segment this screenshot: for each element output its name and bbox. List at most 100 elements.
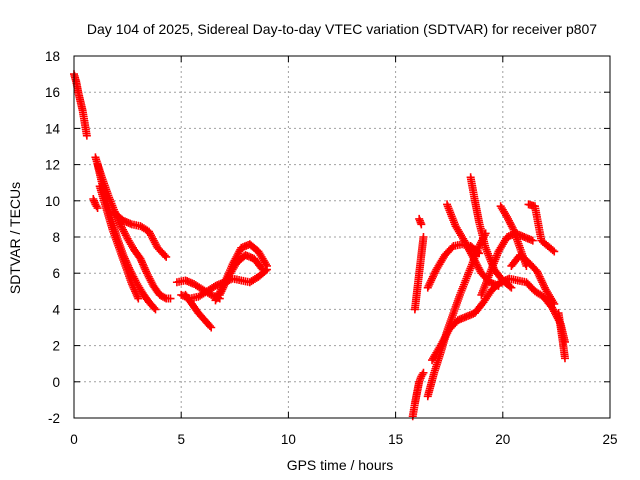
data-point-fill: [428, 274, 437, 283]
series-arc-6: [110, 209, 171, 261]
data-point-fill: [145, 274, 154, 283]
data-point-fill: [507, 222, 516, 231]
series-arc-1: [70, 70, 91, 140]
data-point-fill: [119, 227, 128, 236]
x-tick-label: 10: [281, 432, 296, 447]
data-point: [258, 265, 267, 274]
y-tick-label: 8: [52, 230, 60, 245]
data-point-fill: [222, 276, 231, 285]
data-point-fill: [131, 287, 140, 296]
series-arc-11: [215, 251, 267, 299]
data-point-fill: [221, 278, 230, 287]
data-point-fill: [118, 223, 127, 232]
data-point: [528, 236, 537, 245]
x-tick-label: 20: [495, 432, 510, 447]
data-point: [262, 261, 271, 270]
data-point-fill: [549, 298, 558, 307]
data-point: [215, 290, 224, 299]
data-point-fill: [220, 281, 229, 290]
data-point-fill: [425, 280, 434, 289]
data-points: [70, 70, 569, 421]
data-point-fill: [138, 260, 147, 269]
data-point: [494, 281, 503, 290]
x-axis-label: GPS time / hours: [287, 457, 394, 473]
y-tick-label: 12: [45, 158, 60, 173]
data-point-fill: [538, 278, 547, 287]
data-point: [142, 269, 151, 278]
data-point: [475, 249, 484, 258]
data-point-fill: [121, 231, 130, 240]
data-point-fill: [504, 214, 513, 223]
x-tick-label: 25: [602, 432, 617, 447]
data-point-fill: [139, 261, 148, 270]
series-arc-5: [89, 194, 102, 213]
x-tick-label: 5: [177, 432, 185, 447]
data-point-fill: [536, 274, 545, 283]
x-tick-label: 0: [70, 432, 78, 447]
x-tick-label: 15: [388, 432, 403, 447]
y-tick-label: 4: [52, 302, 60, 317]
data-point-fill: [535, 272, 544, 281]
data-point-fill: [505, 282, 514, 291]
data-point-fill: [160, 293, 169, 302]
data-point-fill: [216, 289, 225, 298]
data-point: [134, 294, 143, 303]
data-point-fill: [147, 278, 156, 287]
data-point: [419, 233, 428, 241]
plot-frame: [73, 55, 611, 419]
data-point-fill: [473, 248, 482, 257]
y-tick-label: 0: [52, 375, 60, 390]
data-point: [151, 305, 160, 314]
y-tick-label: 10: [45, 194, 60, 209]
data-point: [207, 323, 216, 332]
data-point-fill: [160, 251, 169, 260]
series-arc-13: [410, 233, 428, 314]
series-arc-24: [554, 309, 569, 363]
y-tick-label: 6: [52, 266, 60, 281]
data-point-fill: [132, 290, 141, 299]
data-point: [93, 204, 102, 213]
data-point-fill: [217, 287, 226, 296]
data-point-fill: [133, 292, 142, 301]
data-point-fill: [261, 260, 270, 269]
data-point: [507, 283, 516, 292]
data-point-fill: [144, 272, 153, 281]
data-point: [419, 368, 428, 377]
data-point: [560, 354, 569, 363]
series-arc-20: [477, 229, 537, 299]
data-point-fill: [129, 283, 138, 292]
data-point-fill: [219, 283, 228, 292]
data-point-fill: [142, 267, 151, 276]
data-point-fill: [205, 322, 214, 331]
data-point-fill: [257, 264, 266, 273]
series-arc-22: [524, 200, 559, 256]
data-point-fill: [92, 202, 101, 211]
data-point-fill: [426, 278, 435, 287]
data-point-fill: [506, 220, 515, 229]
y-tick-label: -2: [48, 411, 60, 426]
data-point-fill: [150, 303, 159, 312]
series-arc-14: [415, 214, 426, 229]
data-point-fill: [430, 269, 439, 278]
series-arc-12: [408, 368, 428, 421]
data-point-fill: [120, 229, 129, 238]
data-point-fill: [537, 276, 546, 285]
data-point-fill: [130, 285, 139, 294]
data-point-fill: [427, 276, 436, 285]
data-point-fill: [505, 218, 514, 227]
data-point-fill: [128, 281, 137, 290]
data-point-fill: [138, 258, 147, 267]
y-tick-label: 2: [52, 339, 60, 354]
y-tick-label: 18: [45, 49, 60, 64]
data-point: [423, 283, 432, 292]
series-arc-9: [181, 290, 216, 332]
data-point-fill: [137, 256, 146, 265]
series-arc-23: [507, 251, 559, 308]
series-arc-4: [95, 182, 143, 303]
data-point-fill: [131, 289, 140, 298]
data-point-fill: [146, 276, 155, 285]
y-axis-label: SDTVAR / TECUs: [7, 182, 23, 294]
data-point-fill: [428, 272, 437, 281]
data-point: [136, 254, 145, 263]
